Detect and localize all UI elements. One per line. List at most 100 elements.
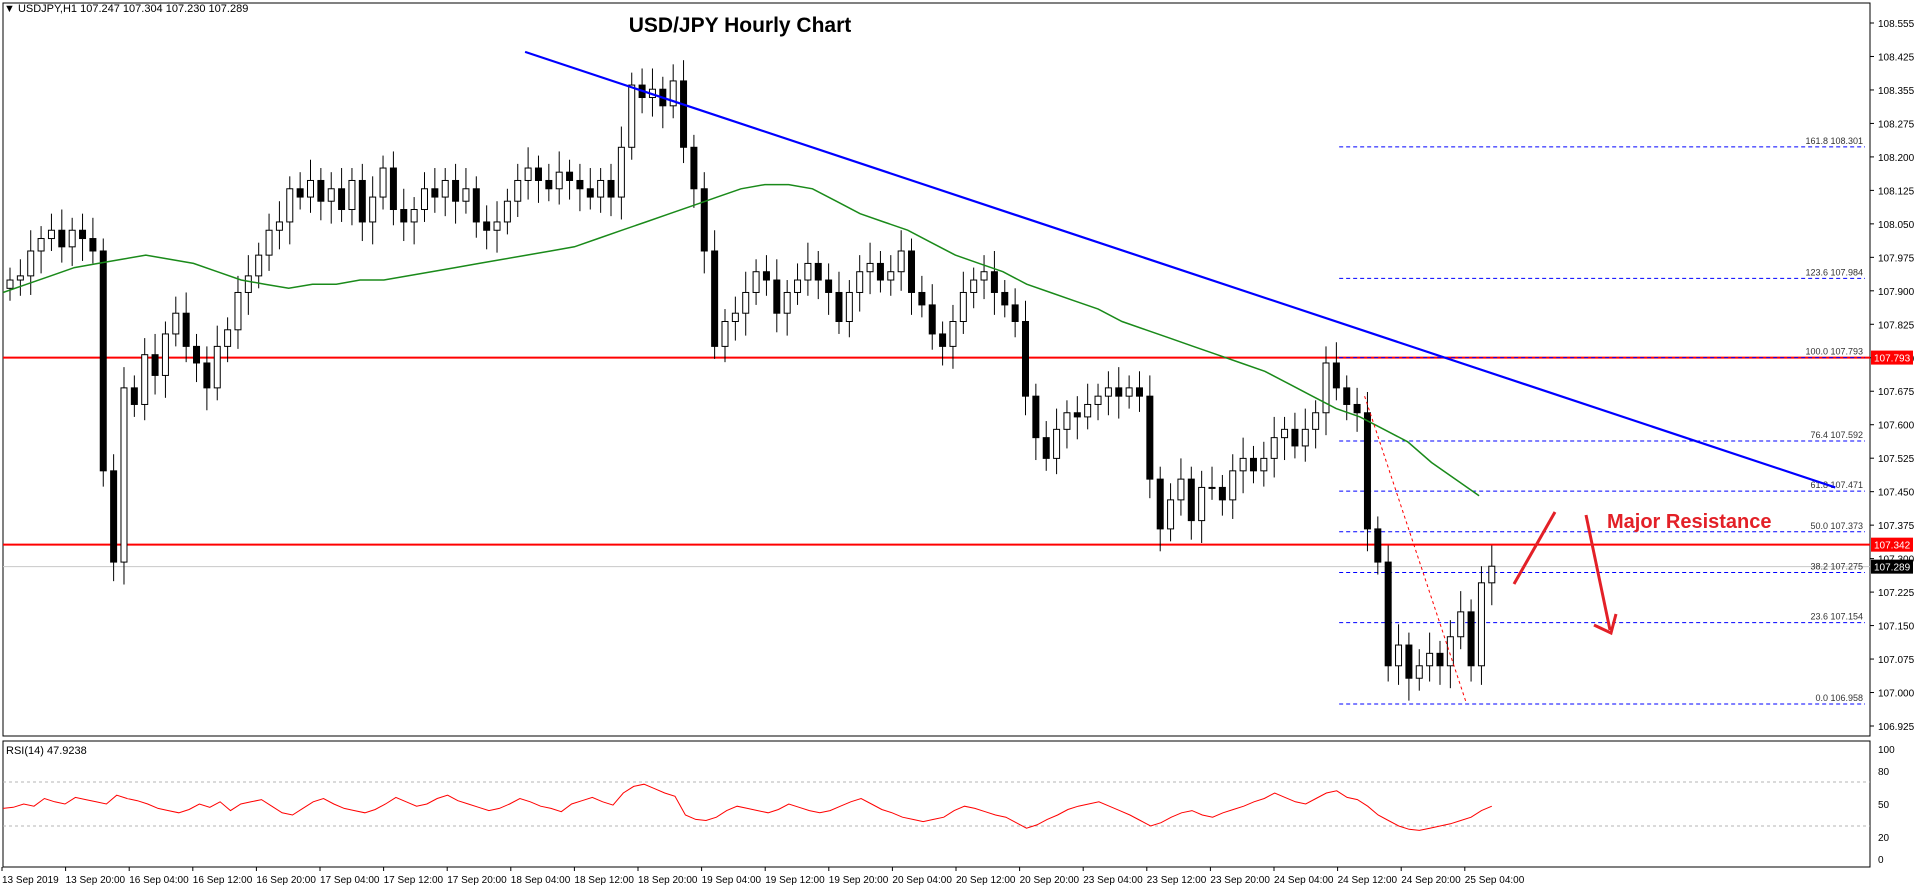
candle-body (814, 262, 822, 281)
candle-body (1384, 561, 1392, 667)
candle-body (980, 271, 988, 281)
candle-body (794, 279, 802, 293)
candle-body (1488, 565, 1496, 584)
candle-body (1281, 428, 1289, 439)
candle-body (721, 321, 729, 347)
candle-body (1343, 387, 1351, 405)
candle-body (452, 179, 460, 202)
candle-body (1415, 665, 1423, 679)
price-y-tick-label: 106.925 (1878, 722, 1915, 733)
candle-body (58, 229, 66, 248)
down-trendline (524, 50, 1836, 489)
candle-body (120, 387, 128, 563)
candle-body (731, 312, 739, 323)
candle-body (410, 209, 418, 223)
candle-body (420, 188, 428, 211)
candle-body (1395, 644, 1403, 667)
candle-body (762, 271, 770, 281)
price-y-tick-label: 107.675 (1878, 387, 1915, 398)
candle-body (742, 291, 750, 314)
candle-body (275, 221, 283, 231)
candle-body (1011, 304, 1019, 323)
price-y-tick-label: 108.050 (1878, 220, 1915, 231)
candle-body (400, 209, 408, 223)
candle-body (493, 221, 501, 231)
symbol-header: ▼ USDJPY,H1 107.247 107.304 107.230 107.… (4, 3, 249, 15)
candle-body (866, 262, 874, 273)
rebound-stroke (1512, 511, 1557, 585)
fib-level-label: 23.6 107.154 (1810, 612, 1863, 622)
price-y-tick-label: 107.150 (1878, 622, 1915, 633)
candle-body (897, 250, 905, 273)
price-y-tick-label: 107.600 (1878, 421, 1915, 432)
x-tick-label: 19 Sep 12:00 (765, 875, 825, 886)
candle-body (1208, 486, 1216, 489)
fib-level-label: 161.8 108.301 (1805, 136, 1863, 146)
x-tick-label: 17 Sep 20:00 (447, 875, 507, 886)
candle-body (1312, 412, 1320, 430)
candle-body (804, 262, 812, 281)
candle-body (908, 250, 916, 293)
candle-body (825, 279, 833, 293)
x-tick-label: 13 Sep 2019 (2, 875, 59, 886)
candle-body (286, 188, 294, 223)
candle-body (887, 271, 895, 281)
candle-body (244, 275, 252, 293)
price-y-tick-label: 107.225 (1878, 588, 1915, 599)
candle-body (970, 279, 978, 293)
candle-body (783, 291, 791, 314)
candle-body (690, 146, 698, 190)
price-y-tick-label: 107.525 (1878, 454, 1915, 465)
price-y-tick-label: 108.200 (1878, 153, 1915, 164)
price-tag-label: 107.793 (1874, 354, 1911, 365)
candle-body (16, 275, 24, 281)
candle-body (928, 304, 936, 335)
x-tick-label: 24 Sep 20:00 (1401, 875, 1461, 886)
candle-body (576, 179, 584, 190)
rsi-panel-frame (2, 740, 1871, 868)
candle-body (1426, 652, 1434, 667)
price-y-tick-label: 108.355 (1878, 86, 1915, 97)
candle-body (1218, 486, 1226, 501)
candle-body (856, 271, 864, 293)
x-tick-label: 18 Sep 20:00 (638, 875, 698, 886)
x-tick-label: 19 Sep 20:00 (829, 875, 889, 886)
price-y-tick-label: 107.000 (1878, 689, 1915, 700)
candle-body (182, 312, 190, 347)
candle-body (555, 171, 563, 190)
candle-body (1405, 644, 1413, 679)
candle-body (711, 250, 719, 347)
candle-body (379, 167, 387, 198)
price-tag-box (1871, 350, 1913, 365)
candle-body (1104, 387, 1112, 397)
candle-body (1177, 478, 1185, 501)
candle-body (1094, 395, 1102, 405)
price-y-tick-label: 108.425 (1878, 52, 1915, 63)
candle-body (1260, 457, 1268, 472)
x-tick-label: 25 Sep 04:00 (1465, 875, 1525, 886)
candle-body (234, 291, 242, 331)
candle-body (47, 229, 55, 240)
candle-body (1322, 362, 1330, 414)
fib-level-label: 76.4 107.592 (1810, 430, 1863, 440)
candle-body (545, 179, 553, 190)
fib-level-label: 0.0 106.958 (1815, 693, 1863, 703)
candle-body (358, 179, 366, 223)
candle-body (1146, 395, 1154, 480)
price-y-tick-label: 107.825 (1878, 320, 1915, 331)
candle-body (389, 167, 397, 211)
x-tick-label: 23 Sep 20:00 (1210, 875, 1270, 886)
candle-body (110, 470, 118, 563)
rsi-line (2, 783, 1492, 831)
x-tick-label: 20 Sep 12:00 (956, 875, 1016, 886)
candle-body (1021, 321, 1029, 397)
x-tick-label: 19 Sep 04:00 (702, 875, 762, 886)
major-resistance-label: Major Resistance (1607, 511, 1772, 533)
price-y-tick-label: 108.555 (1878, 19, 1915, 30)
price-panel-frame (2, 2, 1871, 737)
candle-body (918, 291, 926, 306)
candle-body (89, 238, 97, 252)
candle-body (1135, 387, 1143, 397)
price-tag-box (1871, 559, 1913, 574)
